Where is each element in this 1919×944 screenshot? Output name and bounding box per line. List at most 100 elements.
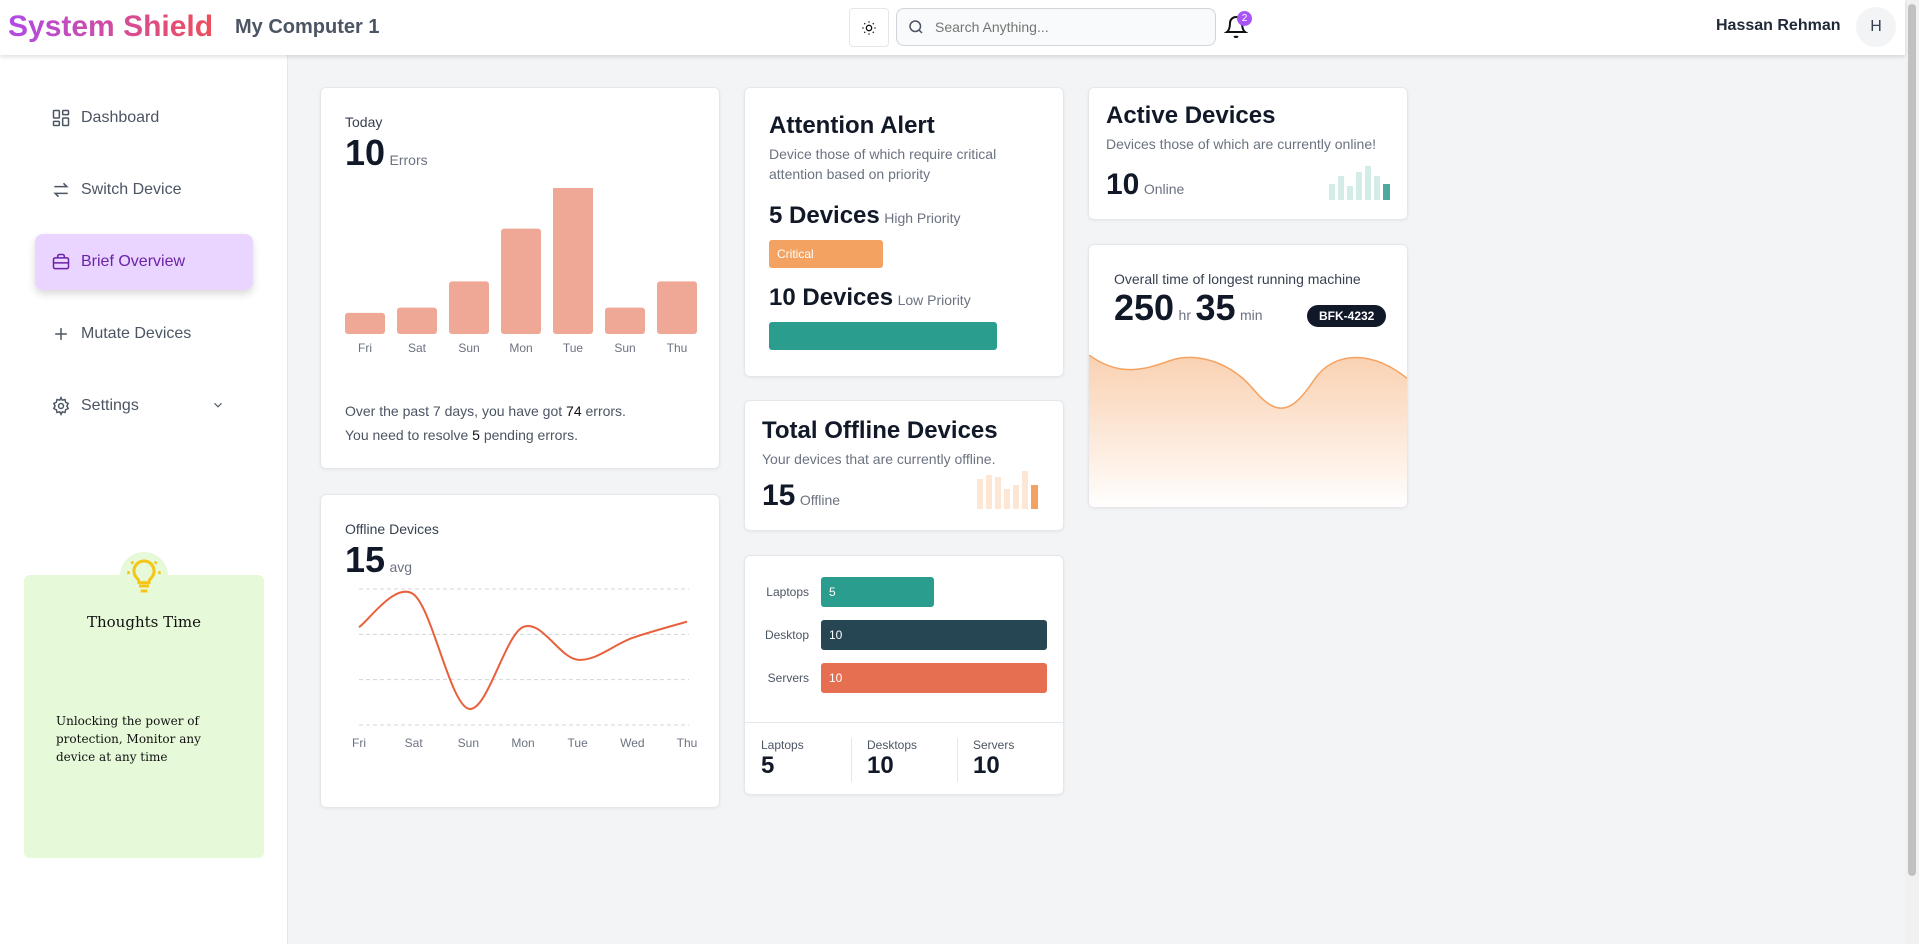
error-bar (553, 188, 593, 334)
errors-card: Today 10 Errors Fri Sat Sun Mon Tue Sun Thu Ov… (320, 87, 720, 469)
errors-summary: Over the past 7 days, you have got 74 er… (345, 403, 626, 419)
active-subtitle: Devices those of which are currently onl… (1106, 136, 1377, 152)
machine-id-badge: BFK-4232 (1307, 305, 1387, 327)
device-bar (821, 620, 1047, 650)
offline-avg-value: 15 (345, 539, 386, 580)
divider (745, 722, 1065, 723)
sidebar-item-switch-device[interactable]: Switch Device (35, 162, 253, 218)
bar-value-label: 10 (829, 671, 843, 685)
x-tick-label: Mon (511, 736, 534, 750)
chevron-down-icon[interactable] (211, 398, 225, 412)
x-tick-label: Sat (405, 736, 424, 750)
device-horizontal-bar-chart: Laptops 5 Desktop 10 Servers 10 (765, 577, 1047, 693)
low-priority-count: 10 Devices (769, 284, 894, 311)
sidebar-item-label: Mutate Devices (81, 325, 192, 342)
high-priority-count: 5 Devices (769, 202, 880, 229)
spark-bar (1383, 184, 1390, 200)
spark-bar (1022, 471, 1028, 509)
stat-laptops: Laptops 5 (761, 738, 804, 780)
total-offline-title: Total Offline Devices (762, 417, 998, 444)
spark-bar (977, 479, 983, 509)
pending-summary: You need to resolve 5 pending errors. (345, 427, 578, 443)
pending-count: 5 (472, 427, 480, 443)
spark-bar (1338, 176, 1344, 200)
runtime-minutes-unit: min (1239, 307, 1263, 323)
x-tick-label: Wed (620, 736, 644, 750)
attention-subtitle: Device those of which require critical a… (769, 146, 997, 182)
x-tick-label: Sun (458, 736, 479, 750)
pending-suffix: pending errors. (483, 427, 578, 443)
device-breakdown-card: Laptops 5 Desktop 10 Servers 10 Laptops 5 Des… (744, 555, 1065, 795)
sidebar-item-label: Brief Overview (81, 253, 186, 270)
stat-desktops: Desktops 10 (867, 738, 917, 780)
stat-value: 5 (761, 752, 775, 779)
error-bar (397, 307, 437, 334)
thoughts-text: Unlocking the power of protection, Monit… (56, 714, 201, 764)
x-tick-label: Sun (614, 341, 635, 355)
avatar[interactable]: H (1856, 7, 1896, 47)
dashboard-icon (52, 109, 70, 127)
summary-text: Over the past 7 days, you have got (345, 403, 563, 419)
sidebar-item-mutate-devices[interactable]: Mutate Devices (35, 306, 253, 362)
divider (957, 738, 958, 782)
y-tick-label: Servers (768, 671, 809, 685)
user-name[interactable]: Hassan Rehman (1716, 17, 1841, 34)
summary-count: 74 (566, 403, 582, 419)
scrollbar-thumb[interactable] (1908, 4, 1916, 876)
spark-bar (1365, 166, 1371, 200)
high-priority-label: High Priority (884, 210, 961, 226)
sidebar-item-label: Dashboard (81, 109, 160, 126)
error-bar (345, 312, 385, 334)
runtime-hours-unit: hr (1178, 307, 1191, 323)
search-icon (909, 20, 923, 34)
error-bar (449, 281, 489, 334)
runtime-card: Overall time of longest running machine … (1088, 244, 1408, 508)
error-bar (605, 307, 645, 334)
active-devices-card: Active Devices Devices those of which ar… (1088, 87, 1408, 220)
x-tick-label: Thu (677, 736, 698, 750)
spark-bar (1374, 176, 1380, 200)
total-offline-card: Total Offline Devices Your devices that … (744, 400, 1064, 531)
offline-avg-card: Offline Devices 15 avg Fri Sat Sun Mon Tue We… (320, 494, 720, 808)
sidebar-item-brief-overview[interactable]: Brief Overview (35, 234, 253, 290)
spark-bar (1013, 485, 1019, 509)
stat-value: 10 (973, 752, 1000, 779)
switch-arrows-icon (53, 182, 69, 198)
spark-bar (995, 477, 1001, 509)
notification-badge: 2 (1237, 11, 1252, 26)
thoughts-title: Thoughts Time (86, 613, 202, 631)
device-bar (821, 577, 934, 607)
computer-name: My Computer 1 (235, 16, 380, 38)
sidebar-item-dashboard[interactable]: Dashboard (35, 90, 253, 146)
y-tick-label: Laptops (766, 585, 809, 599)
sun-icon (862, 20, 876, 35)
area-line (1089, 355, 1407, 409)
x-tick-label: Sun (458, 341, 479, 355)
y-tick-label: Desktop (765, 628, 809, 642)
brand-logo[interactable]: System Shield (8, 10, 214, 43)
thoughts-card: Thoughts Time Unlocking the power of pro… (24, 575, 264, 858)
stat-servers: Servers 10 (973, 738, 1014, 780)
errors-label: Today (345, 114, 383, 130)
x-tick-label: Fri (358, 341, 372, 355)
theme-toggle-button[interactable] (849, 8, 889, 47)
errors-unit: Errors (389, 152, 428, 168)
error-bar (501, 228, 541, 334)
x-tick-label: Mon (509, 341, 532, 355)
spark-bar (1356, 172, 1362, 200)
sidebar-item-settings[interactable]: Settings (35, 378, 253, 434)
x-tick-label: Sat (408, 341, 427, 355)
search-box (896, 8, 1216, 46)
bell-icon[interactable] (1224, 14, 1248, 40)
active-unit: Online (1143, 181, 1185, 197)
divider (851, 738, 852, 782)
active-title: Active Devices (1106, 102, 1276, 129)
search-input[interactable] (935, 19, 1205, 35)
total-offline-value: 15 (762, 479, 796, 512)
runtime-minutes: 35 (1195, 287, 1236, 328)
errors-value: 10 (345, 132, 386, 173)
stat-value: 10 (867, 752, 894, 779)
runtime-hours: 250 (1114, 287, 1175, 328)
lightbulb-icon (120, 552, 168, 600)
top-bar: System Shield My Computer 1 2 Hassan Reh… (0, 0, 1905, 55)
